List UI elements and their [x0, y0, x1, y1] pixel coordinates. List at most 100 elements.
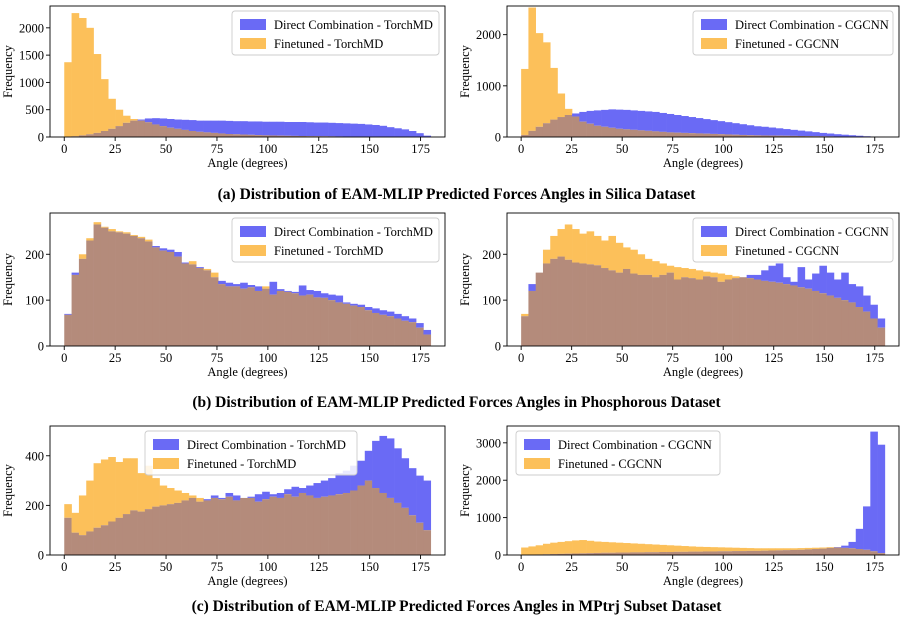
bar-direct-b-right-33	[761, 270, 769, 281]
bar-direct-a-left-16	[181, 119, 190, 130]
x-tick-label-a-right-50: 50	[616, 142, 629, 156]
bar-direct-b-left-1	[71, 272, 80, 275]
bar-overlap-c-left-26	[254, 501, 263, 555]
y-tick-label-a-left-2000: 2000	[19, 21, 44, 35]
bar-overlap-a-left-26	[254, 135, 263, 137]
bar-overlap-c-left-2	[78, 535, 87, 555]
bar-finetuned-c-right-10	[593, 541, 602, 553]
x-tick-label-b-right-175: 175	[865, 351, 884, 365]
bar-overlap-b-right-44	[841, 300, 849, 346]
bar-overlap-b-right-22	[681, 277, 689, 346]
bar-overlap-c-right-21	[673, 551, 682, 555]
bar-overlap-a-right-7	[572, 116, 580, 137]
bar-finetuned-c-right-13	[615, 542, 624, 553]
bar-overlap-b-left-40	[357, 307, 366, 346]
bar-overlap-a-right-25	[703, 133, 711, 137]
bar-overlap-a-right-19	[659, 131, 667, 137]
bar-direct-a-right-30	[739, 124, 747, 135]
legend-swatch-finetuned-b-left	[240, 245, 266, 256]
bar-direct-b-right-47	[863, 295, 871, 312]
bar-overlap-c-right-29	[732, 551, 740, 555]
bar-finetuned-a-left-9	[130, 118, 138, 121]
bar-direct-a-left-18	[196, 120, 204, 132]
bar-finetuned-b-right-14	[622, 247, 631, 269]
bar-overlap-c-right-17	[644, 552, 653, 555]
bar-overlap-c-left-1	[71, 532, 80, 555]
legend-box-c-left	[144, 430, 358, 476]
bar-direct-a-left-49	[423, 135, 432, 137]
bar-overlap-a-right-8	[579, 121, 587, 137]
bar-overlap-b-right-16	[637, 274, 646, 346]
bar-overlap-a-left-17	[188, 131, 197, 137]
bar-overlap-b-right-12	[608, 270, 617, 346]
bar-finetuned-c-right-18	[652, 544, 660, 553]
bar-overlap-b-left-26	[254, 290, 263, 346]
bar-direct-b-left-22	[225, 282, 234, 287]
bar-overlap-a-left-9	[130, 120, 138, 138]
bar-overlap-c-right-23	[688, 551, 697, 555]
x-tick-label-a-right-0: 0	[518, 142, 524, 156]
caption-b: (b) Distribution of EAM-MLIP Predicted F…	[192, 394, 721, 411]
bar-direct-b-right-40	[812, 273, 820, 291]
x-tick-label-a-left-25: 25	[109, 142, 122, 156]
bar-finetuned-c-right-31	[746, 548, 755, 551]
bar-overlap-c-right-11	[601, 552, 609, 555]
legend-label-direct-c-right: Direct Combination - CGCNN	[558, 438, 712, 452]
bar-direct-c-left-45	[394, 448, 402, 503]
bar-direct-b-right-41	[819, 265, 827, 294]
bar-direct-b-right-35	[775, 263, 784, 283]
bar-finetuned-c-right-27	[717, 547, 726, 552]
bar-direct-a-left-28	[269, 121, 278, 136]
bar-direct-b-right-42	[826, 272, 835, 296]
bar-direct-c-left-32	[298, 488, 307, 493]
caption-c: (c) Distribution of EAM-MLIP Predicted F…	[191, 598, 722, 615]
bar-direct-b-right-48	[870, 304, 878, 319]
bar-direct-a-left-10	[137, 119, 146, 121]
legend-box-c-right	[515, 430, 721, 476]
bar-overlap-b-right-29	[732, 278, 740, 346]
bar-finetuned-c-right-17	[644, 544, 653, 553]
bar-overlap-c-left-31	[291, 496, 300, 555]
bar-direct-b-left-13	[159, 248, 168, 251]
bar-direct-a-left-12	[152, 118, 160, 125]
bar-overlap-b-right-34	[768, 281, 777, 346]
bar-overlap-b-right-33	[761, 280, 769, 346]
bar-finetuned-c-right-4	[550, 542, 558, 555]
bar-finetuned-c-left-18	[196, 497, 204, 502]
bar-direct-a-left-44	[386, 127, 395, 137]
bar-finetuned-b-left-6	[108, 229, 116, 232]
bar-direct-a-right-47	[863, 136, 871, 137]
bar-overlap-b-left-0	[64, 314, 72, 346]
x-tick-label-a-right-100: 100	[714, 142, 733, 156]
bar-overlap-a-left-24	[240, 134, 248, 137]
bar-finetuned-b-left-27	[262, 286, 270, 289]
bar-overlap-c-right-27	[717, 551, 726, 555]
bar-direct-a-right-10	[593, 110, 602, 126]
bar-overlap-c-right-22	[681, 551, 689, 555]
bar-overlap-c-left-34	[313, 497, 322, 555]
bar-overlap-c-left-37	[335, 494, 344, 555]
bar-overlap-b-right-14	[622, 268, 631, 346]
bar-finetuned-c-left-0	[64, 504, 72, 518]
x-tick-label-a-left-150: 150	[360, 142, 379, 156]
bar-overlap-a-right-17	[644, 130, 653, 137]
bar-overlap-c-left-14	[166, 504, 175, 555]
bar-direct-a-right-46	[855, 135, 864, 137]
bar-overlap-b-right-36	[783, 284, 791, 346]
bar-direct-a-left-43	[379, 125, 388, 137]
bar-overlap-a-right-9	[586, 123, 595, 137]
bar-direct-a-right-45	[848, 135, 857, 137]
bar-overlap-a-right-10	[593, 125, 602, 137]
bar-overlap-b-right-1	[528, 290, 536, 346]
bar-overlap-a-right-2	[535, 126, 544, 137]
bar-direct-c-left-34	[313, 483, 322, 498]
bar-overlap-a-left-4	[93, 132, 102, 137]
bar-finetuned-c-left-17	[188, 495, 197, 498]
x-tick-label-a-left-175: 175	[411, 142, 430, 156]
bar-overlap-a-right-34	[768, 135, 777, 137]
bar-overlap-c-left-3	[86, 531, 94, 555]
bar-overlap-a-left-10	[137, 120, 146, 138]
bar-finetuned-b-right-5	[557, 229, 566, 257]
bar-finetuned-c-right-23	[688, 546, 697, 552]
bar-overlap-c-right-25	[703, 551, 711, 555]
